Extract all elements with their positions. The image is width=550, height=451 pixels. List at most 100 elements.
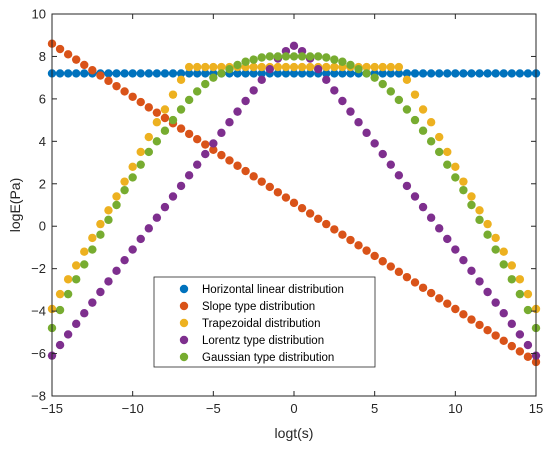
data-point — [136, 234, 145, 244]
data-point — [249, 55, 258, 64]
data-point — [467, 315, 476, 324]
data-point — [467, 192, 476, 201]
data-point — [475, 206, 484, 215]
data-point — [394, 69, 404, 78]
y-tick-label: 8 — [39, 49, 46, 64]
data-point — [72, 69, 81, 78]
data-point — [96, 219, 105, 229]
data-point — [459, 310, 468, 319]
data-point — [435, 224, 444, 233]
legend-label: Gaussian type distribution — [202, 352, 334, 364]
data-point — [386, 160, 395, 169]
data-point — [467, 266, 476, 275]
data-point — [209, 73, 218, 82]
data-point — [225, 118, 234, 127]
data-point — [378, 62, 387, 72]
data-point — [112, 69, 121, 78]
data-point — [402, 272, 412, 282]
data-point — [515, 347, 525, 356]
data-point — [128, 69, 137, 78]
data-point — [63, 275, 73, 284]
data-point — [362, 62, 371, 72]
data-point — [305, 62, 315, 72]
data-point — [160, 105, 170, 114]
data-point — [346, 107, 355, 116]
data-point — [523, 289, 533, 299]
data-point — [386, 69, 395, 78]
data-point — [136, 147, 145, 157]
data-point — [483, 326, 492, 335]
data-point — [80, 247, 89, 256]
data-point — [483, 230, 492, 239]
data-point — [370, 139, 379, 148]
data-point — [55, 44, 65, 54]
data-point — [176, 124, 186, 133]
data-point — [467, 69, 476, 78]
data-point — [523, 340, 533, 350]
data-point — [120, 69, 129, 78]
data-point — [233, 161, 242, 170]
data-point — [418, 202, 428, 212]
data-point — [491, 331, 500, 340]
data-point — [451, 162, 460, 171]
data-point — [443, 69, 452, 78]
data-point — [289, 62, 299, 72]
data-point — [289, 69, 299, 78]
data-point — [418, 126, 428, 135]
data-point — [346, 235, 355, 245]
data-point — [80, 60, 89, 70]
data-point — [128, 173, 137, 182]
data-point — [499, 309, 508, 318]
data-point — [394, 62, 404, 72]
data-point — [88, 245, 97, 254]
data-point — [168, 192, 178, 201]
data-point — [120, 87, 129, 96]
data-point — [435, 147, 444, 157]
data-point — [209, 145, 218, 155]
data-point — [507, 261, 516, 270]
data-point — [257, 75, 266, 84]
data-point — [217, 62, 226, 72]
data-point — [435, 294, 444, 303]
data-point — [233, 69, 242, 78]
data-point — [241, 69, 250, 78]
data-point — [249, 86, 258, 95]
data-point — [418, 69, 428, 78]
data-point — [104, 215, 113, 225]
x-tick-label: −15 — [41, 401, 63, 416]
data-point — [80, 69, 89, 78]
data-point — [459, 255, 468, 265]
data-point — [55, 340, 65, 350]
data-point — [378, 79, 387, 89]
data-point — [475, 320, 484, 330]
legend-label: Lorentz type distribution — [202, 335, 324, 347]
data-point — [443, 234, 452, 244]
data-point — [402, 75, 412, 84]
series-layer — [47, 39, 541, 367]
data-point — [193, 62, 202, 72]
data-point — [257, 177, 266, 186]
data-point — [394, 171, 404, 180]
data-point — [144, 132, 153, 142]
y-axis-ticks: −8 −6 −4 −2 0 2 4 6 8 10 — [31, 7, 536, 404]
data-point — [515, 69, 525, 78]
y-tick-label: −6 — [31, 346, 46, 361]
data-point — [297, 69, 307, 78]
data-point — [378, 69, 387, 78]
data-point — [394, 267, 404, 277]
legend-label: Slope type distribution — [202, 301, 315, 313]
x-tick-label: 0 — [290, 401, 297, 416]
data-point — [515, 330, 525, 339]
data-point — [354, 241, 363, 250]
data-point — [507, 319, 516, 329]
data-point — [176, 181, 186, 191]
data-point — [426, 69, 436, 78]
data-point — [63, 330, 73, 339]
data-point — [233, 60, 242, 70]
data-point — [160, 202, 170, 212]
data-point — [257, 62, 266, 72]
y-axis-label: logE(Pa) — [7, 178, 23, 232]
data-point — [297, 203, 307, 213]
